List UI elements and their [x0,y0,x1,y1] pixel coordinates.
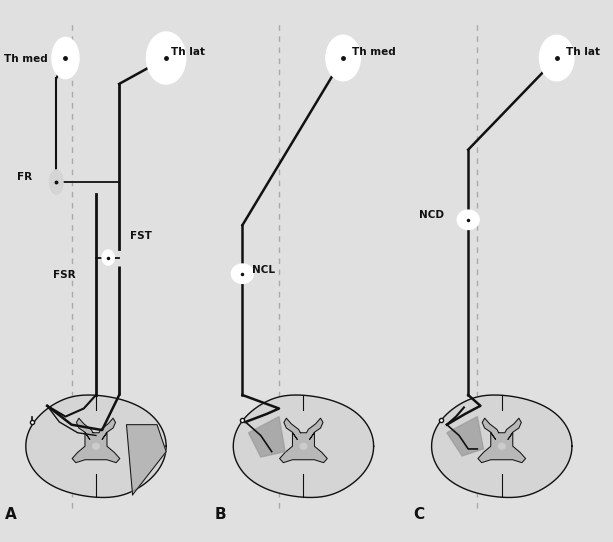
Ellipse shape [326,35,360,81]
Text: Th lat: Th lat [171,47,205,57]
Circle shape [300,443,307,449]
Text: C: C [413,507,424,522]
Text: FR: FR [17,172,32,183]
Polygon shape [248,417,285,457]
Polygon shape [234,395,374,498]
Circle shape [93,443,100,449]
Ellipse shape [147,32,186,84]
Text: FST: FST [129,231,151,241]
Polygon shape [280,418,327,463]
Polygon shape [126,425,166,495]
Ellipse shape [539,35,574,81]
Ellipse shape [102,250,114,265]
Ellipse shape [52,37,79,79]
Text: Th med: Th med [352,47,396,57]
Text: NCD: NCD [419,210,444,220]
Text: Th lat: Th lat [566,47,600,57]
Polygon shape [26,395,166,498]
Polygon shape [478,418,525,463]
Circle shape [232,264,253,283]
Text: A: A [4,507,16,522]
Circle shape [498,443,506,449]
Polygon shape [447,417,484,456]
Ellipse shape [50,170,63,194]
Text: NCL: NCL [251,264,275,275]
Text: Th med: Th med [4,54,48,64]
Polygon shape [72,418,120,463]
Circle shape [457,210,479,229]
Text: B: B [215,507,227,522]
Polygon shape [432,395,572,498]
Text: FSR: FSR [53,270,76,280]
